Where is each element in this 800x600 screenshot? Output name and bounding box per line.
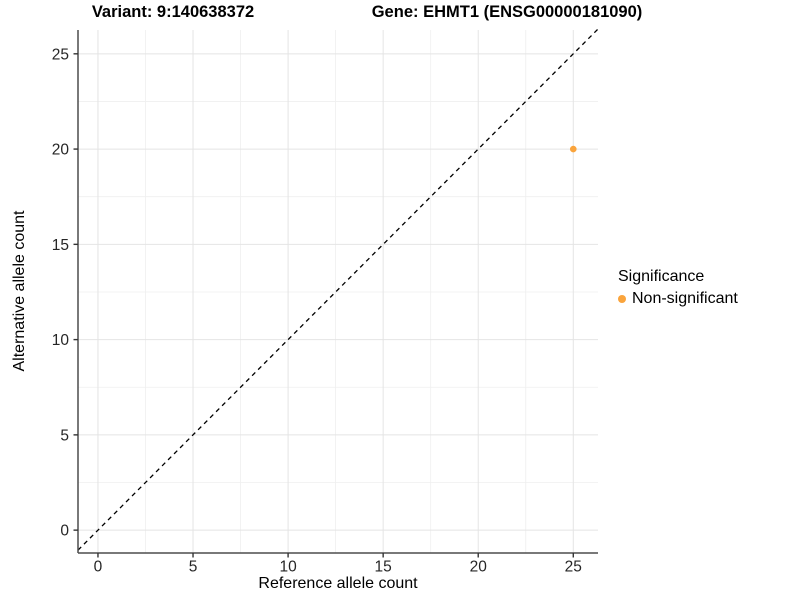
x-tick-label: 25 bbox=[565, 559, 582, 576]
legend-item-label: Non-significant bbox=[632, 290, 738, 307]
x-tick-label: 5 bbox=[189, 559, 198, 576]
y-axis-title: Alternative allele count bbox=[11, 210, 28, 372]
legend-item: Non-significant bbox=[618, 290, 738, 308]
y-tick-labels: 0 5 10 15 20 25 bbox=[52, 46, 70, 539]
gridlines-major bbox=[78, 30, 598, 553]
plot-title-variant: Variant: 9:140638372 bbox=[91, 3, 255, 21]
y-tick-label: 10 bbox=[52, 332, 70, 349]
x-tick-label: 15 bbox=[375, 559, 392, 576]
gridlines-minor bbox=[78, 30, 598, 553]
x-tick-label: 10 bbox=[279, 559, 297, 576]
y-tick-label: 25 bbox=[52, 46, 69, 63]
x-tick-label: 0 bbox=[94, 559, 103, 576]
data-point bbox=[569, 145, 577, 153]
x-tick-labels: 0 5 10 15 20 25 bbox=[94, 559, 582, 576]
plot-title-gene: Gene: EHMT1 (ENSG00000181090) bbox=[371, 3, 643, 21]
legend-title: Significance bbox=[618, 268, 705, 285]
legend: Significance Non-significant bbox=[618, 268, 738, 308]
legend-point-icon bbox=[618, 295, 626, 303]
x-axis-title: Reference allele count bbox=[258, 575, 418, 592]
y-tick-label: 20 bbox=[52, 142, 70, 159]
axis-lines bbox=[77, 30, 598, 554]
data-points bbox=[569, 145, 577, 153]
identity-line bbox=[77, 28, 599, 551]
tick-marks bbox=[73, 53, 574, 558]
y-tick-label: 0 bbox=[60, 523, 69, 540]
y-tick-label: 5 bbox=[60, 427, 69, 444]
x-tick-label: 20 bbox=[470, 559, 488, 576]
y-tick-label: 15 bbox=[52, 237, 69, 254]
